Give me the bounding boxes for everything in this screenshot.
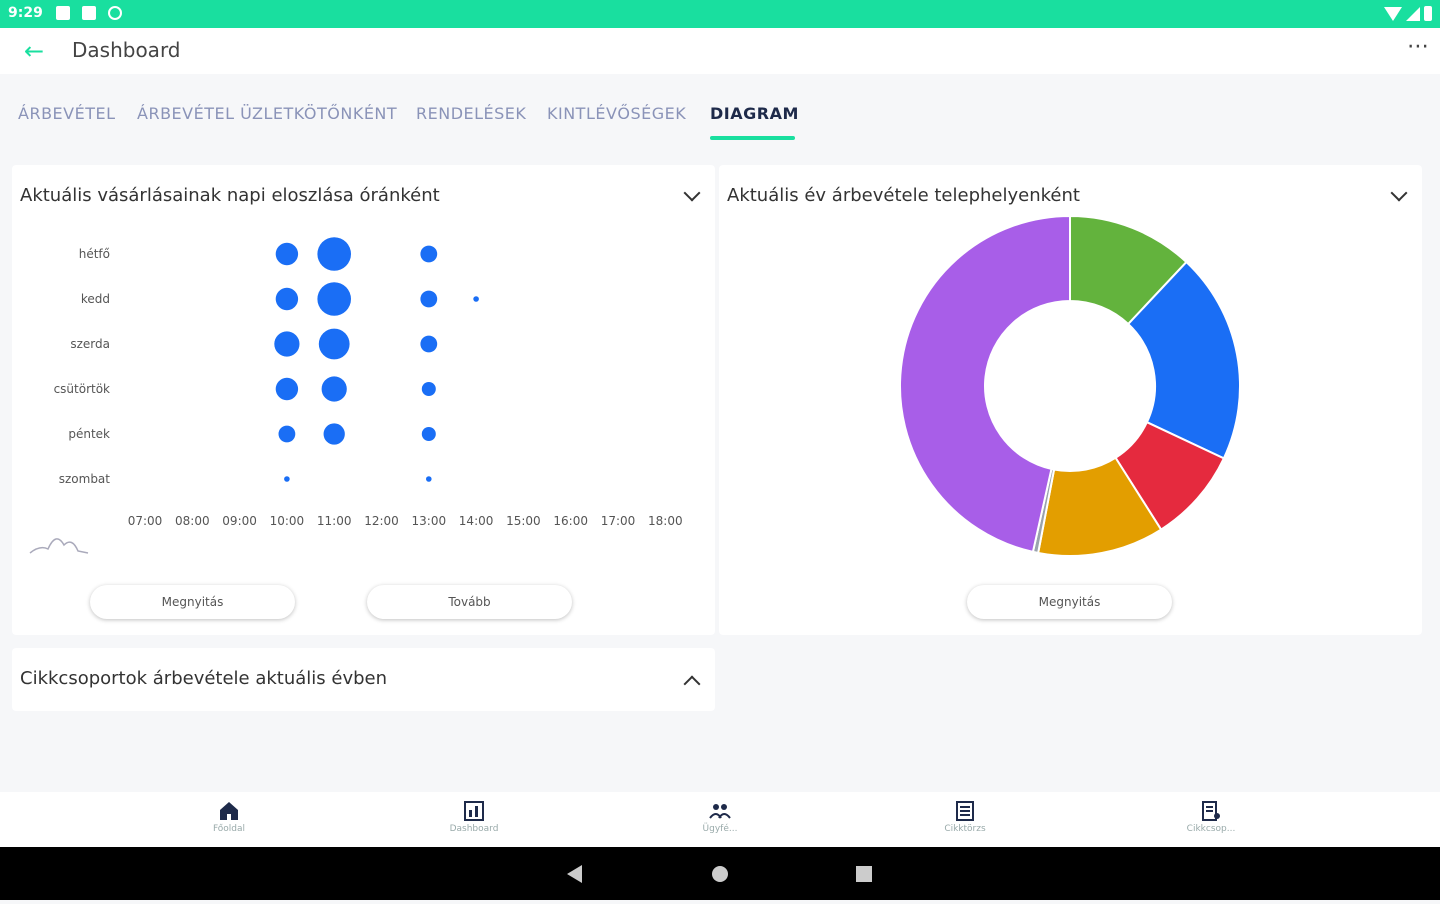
catalog-icon bbox=[956, 801, 974, 821]
home-icon bbox=[220, 802, 238, 820]
wifi-icon bbox=[1384, 7, 1402, 21]
tab-kintlevosegek[interactable]: KINTLÉVŐSÉGEK bbox=[547, 104, 687, 123]
bubble-point[interactable] bbox=[278, 425, 296, 443]
x-tick-label: 16:00 bbox=[553, 514, 588, 528]
nav-item-catalog[interactable]: Cikktörzs bbox=[920, 800, 1010, 834]
donut-chart-title: Aktuális év árbevétele telephelyenként bbox=[727, 185, 1080, 206]
tab-bar: ÁRBEVÉTEL ÁRBEVÉTEL ÜZLETKÖTŐNKÉNT RENDE… bbox=[0, 74, 1440, 144]
x-tick-label: 08:00 bbox=[175, 514, 210, 528]
nav-item-home[interactable]: Főoldal bbox=[184, 800, 274, 834]
y-tick-label: hétfő bbox=[79, 247, 110, 261]
bubble-chart: hétfő kedd szerda csütörtök péntek szombat 07… bbox=[29, 237, 683, 554]
y-tick-label: szombat bbox=[59, 472, 111, 486]
more-button[interactable]: Tovább bbox=[367, 585, 572, 619]
nav-item-dashboard[interactable]: Dashboard bbox=[429, 800, 519, 834]
x-tick-label: 09:00 bbox=[222, 514, 257, 528]
bubble-point[interactable] bbox=[275, 377, 299, 401]
app-bar: ← Dashboard ⋯ bbox=[0, 28, 1440, 74]
bubble-point[interactable] bbox=[421, 427, 436, 441]
open-button[interactable]: Megnyitás bbox=[967, 585, 1172, 619]
category-card-title: Cikkcsoportok árbevétele aktuális évben bbox=[20, 668, 388, 689]
y-tick-label: szerda bbox=[70, 337, 110, 351]
x-tick-label: 18:00 bbox=[648, 514, 683, 528]
open-button[interactable]: Megnyitás bbox=[90, 585, 295, 619]
system-navigation-bar bbox=[0, 847, 1440, 900]
tab-arbevetel-uzletkotonkent[interactable]: ÁRBEVÉTEL ÜZLETKÖTŐNKÉNT bbox=[137, 104, 398, 123]
bubble-point[interactable] bbox=[426, 476, 432, 482]
y-tick-label: péntek bbox=[68, 427, 110, 441]
system-nav-buttons bbox=[567, 865, 872, 883]
x-tick-label: 11:00 bbox=[317, 514, 352, 528]
bubble-point[interactable] bbox=[321, 376, 347, 402]
nav-label: Cikktörzs bbox=[944, 824, 986, 834]
bubble-chart-card: Aktuális vásárlásainak napi eloszlása ór… bbox=[12, 165, 715, 635]
bubble-point[interactable] bbox=[275, 242, 299, 266]
bubble-point[interactable] bbox=[317, 282, 352, 316]
bubble-point[interactable] bbox=[420, 335, 438, 353]
chevron-down-icon[interactable] bbox=[683, 184, 701, 202]
bubble-point[interactable] bbox=[318, 328, 350, 360]
back-nav-icon[interactable] bbox=[567, 865, 582, 883]
bubble-point[interactable] bbox=[473, 296, 479, 302]
nav-item-customers[interactable]: Ügyfé... bbox=[675, 800, 765, 834]
home-nav-icon[interactable] bbox=[712, 866, 728, 882]
category-icon bbox=[1202, 801, 1220, 821]
bubble-point[interactable] bbox=[420, 290, 438, 308]
donut-slice[interactable] bbox=[1126, 260, 1241, 460]
notification-icon bbox=[56, 6, 70, 20]
more-options-icon[interactable]: ⋯ bbox=[1407, 34, 1430, 59]
sim-icon bbox=[82, 6, 96, 20]
chevron-down-icon[interactable] bbox=[1390, 184, 1408, 202]
y-tick-label: kedd bbox=[81, 292, 110, 306]
bottom-navigation: Főoldal Dashboard Ügyfé... Cikktörzs Cik… bbox=[0, 792, 1440, 847]
chevron-up-icon[interactable] bbox=[683, 675, 701, 693]
bubble-point[interactable] bbox=[421, 382, 436, 396]
donut-slice[interactable] bbox=[899, 214, 1071, 554]
status-time: 9:29 bbox=[8, 5, 43, 21]
x-tick-label: 17:00 bbox=[601, 514, 636, 528]
bubble-point[interactable] bbox=[275, 287, 299, 311]
tab-diagram[interactable]: DIAGRAM bbox=[710, 104, 799, 123]
status-indicators bbox=[1384, 5, 1432, 21]
mini-trend-icon bbox=[29, 538, 89, 554]
bubble-point[interactable] bbox=[274, 331, 300, 357]
bubble-point[interactable] bbox=[317, 237, 352, 271]
x-tick-label: 13:00 bbox=[412, 514, 447, 528]
y-tick-label: csütörtök bbox=[54, 382, 110, 396]
x-tick-label: 15:00 bbox=[506, 514, 541, 528]
dashboard-icon bbox=[464, 801, 484, 821]
bubble-point[interactable] bbox=[284, 476, 290, 482]
battery-icon bbox=[1424, 6, 1432, 21]
recents-nav-icon[interactable] bbox=[856, 866, 872, 882]
donut-chart bbox=[899, 214, 1241, 557]
nav-label: Dashboard bbox=[449, 824, 499, 834]
bubble-chart-title: Aktuális vásárlásainak napi eloszlása ór… bbox=[20, 185, 440, 206]
signal-icon bbox=[1406, 7, 1420, 21]
x-tick-label: 10:00 bbox=[270, 514, 305, 528]
customers-icon bbox=[709, 804, 731, 819]
nav-label: Főoldal bbox=[212, 824, 246, 834]
category-card[interactable]: Cikkcsoportok árbevétele aktuális évben bbox=[12, 648, 715, 711]
status-bar: 9:29 bbox=[0, 0, 1440, 28]
x-tick-label: 12:00 bbox=[364, 514, 399, 528]
bubble-point[interactable] bbox=[323, 423, 345, 445]
tab-arbevetel[interactable]: ÁRBEVÉTEL bbox=[18, 104, 116, 123]
bubble-point[interactable] bbox=[420, 245, 438, 263]
page-title: Dashboard bbox=[72, 38, 181, 62]
nav-label: Cikkcsop... bbox=[1186, 824, 1236, 834]
x-tick-label: 07:00 bbox=[128, 514, 163, 528]
active-tab-indicator bbox=[710, 136, 795, 140]
back-arrow-icon[interactable]: ← bbox=[23, 37, 45, 65]
x-tick-label: 14:00 bbox=[459, 514, 494, 528]
tab-rendelesek[interactable]: RENDELÉSEK bbox=[416, 104, 527, 123]
nav-item-category[interactable]: Cikkcsop... bbox=[1166, 800, 1256, 834]
nav-label: Ügyfé... bbox=[702, 824, 738, 834]
donut-chart-card: Aktuális év árbevétele telephelyenként M… bbox=[719, 165, 1422, 635]
sync-icon bbox=[108, 6, 122, 20]
